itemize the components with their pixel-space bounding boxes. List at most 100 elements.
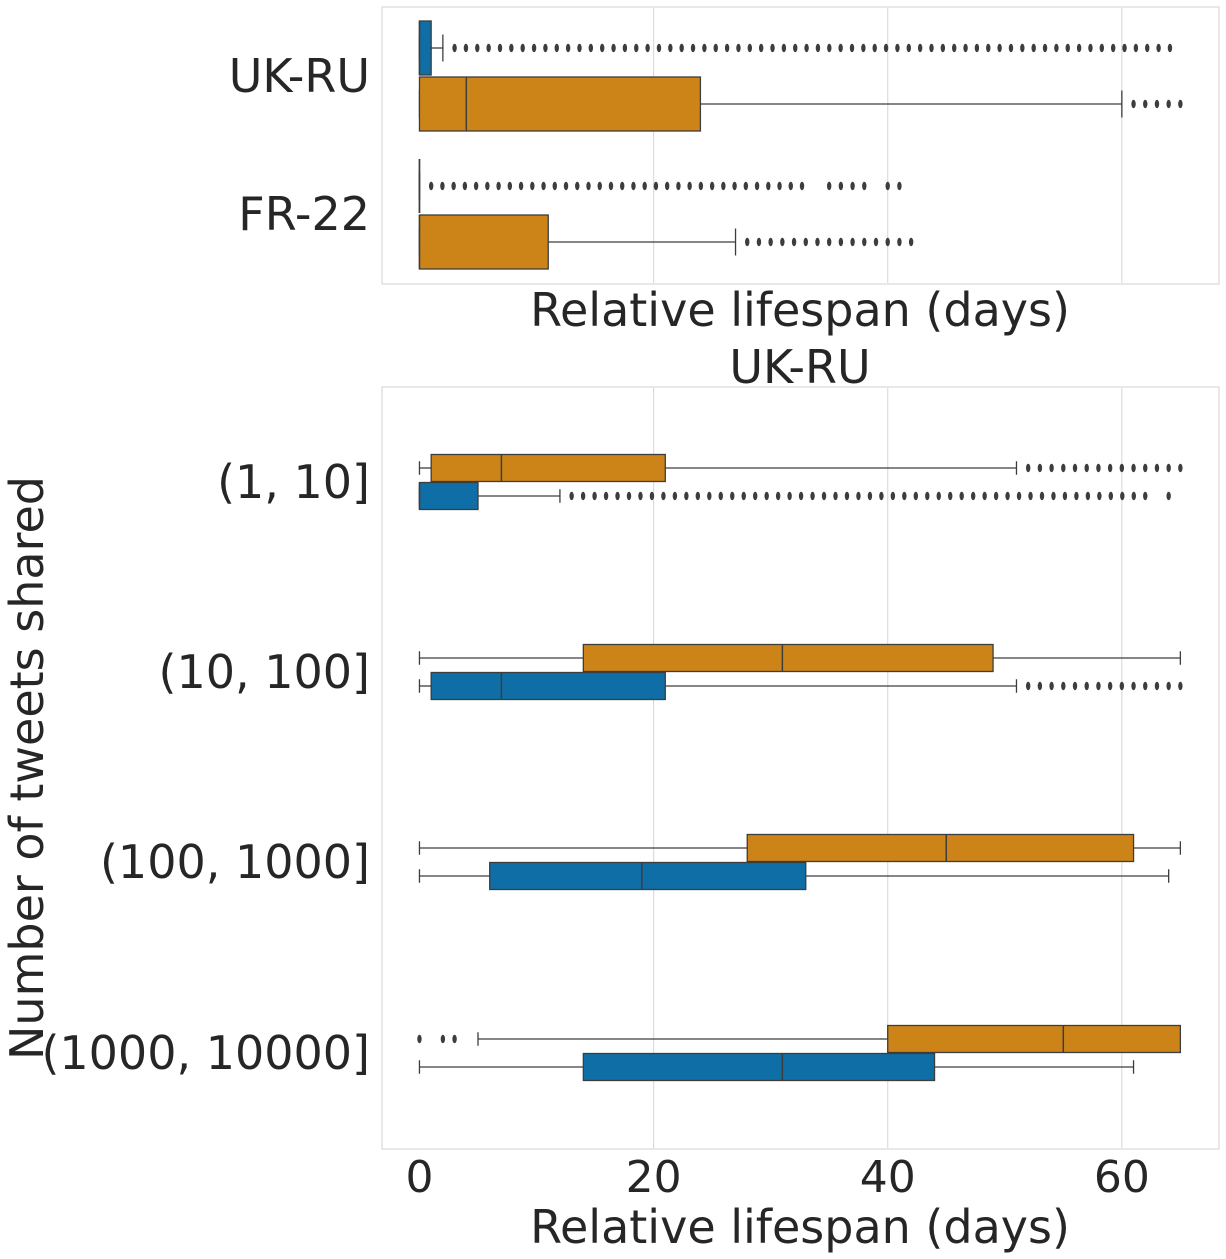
outlier-fr-22-upper-29: [754, 181, 760, 191]
outlier-fr-22-upper-0: [428, 181, 434, 191]
box-fr-22-lower: [418, 214, 549, 270]
outlier-1-10-lower-20: [798, 491, 804, 501]
outlier-uk-ru-upper-22: [702, 43, 707, 53]
outlier-fr-22-upper-11: [552, 181, 557, 191]
outlier-1-10-upper-7: [1107, 463, 1113, 473]
outlier-uk-ru-upper-11: [577, 43, 582, 53]
outlier-fr-22-upper-25: [709, 181, 715, 191]
outlier-fr-22-upper-39: [897, 181, 902, 191]
outlier-1-10-lower-28: [890, 491, 896, 501]
box-group-1-10-lower: [418, 481, 1171, 511]
outlier-1-10-lower-45: [1085, 491, 1091, 501]
outlier-1-10-upper-8: [1119, 463, 1125, 473]
outlier-uk-ru-upper-57: [1099, 43, 1105, 53]
box-10-100-lower: [430, 671, 666, 701]
outlier-1-10-lower-8: [661, 491, 666, 501]
outlier-1-10-lower-46: [1097, 491, 1102, 501]
outlier-10-100-lower-8: [1119, 681, 1125, 691]
x-tick-label-0: 0: [405, 1152, 433, 1203]
x-tick-label-60: 60: [1094, 1152, 1150, 1203]
outlier-fr-22-upper-15: [597, 181, 602, 191]
outlier-uk-ru-upper-19: [668, 43, 673, 53]
outlier-1000-10000-upper-2: [452, 1034, 457, 1044]
outlier-1-10-lower-25: [856, 491, 861, 501]
top-panel: UK-RU FR-22 Relative lifespan (days): [229, 6, 1220, 337]
outlier-10-100-lower-1: [1037, 681, 1043, 691]
outlier-uk-ru-upper-47: [986, 43, 991, 53]
outlier-fr-22-upper-30: [766, 181, 771, 191]
category-label-fr-22: FR-22: [238, 187, 370, 241]
outlier-uk-ru-upper-55: [1076, 43, 1082, 53]
top-x-axis-label: Relative lifespan (days): [530, 283, 1070, 337]
outlier-1-10-lower-15: [741, 491, 746, 501]
outlier-uk-ru-upper-28: [770, 43, 775, 53]
outlier-fr-22-lower-4: [791, 237, 797, 247]
outlier-1-10-upper-2: [1049, 463, 1054, 473]
outlier-fr-22-lower-3: [780, 237, 785, 247]
outlier-fr-22-upper-31: [777, 181, 782, 191]
bottom-boxes: [417, 453, 1183, 1082]
outlier-1-10-lower-29: [902, 491, 907, 501]
box-1000-10000-upper: [887, 1024, 1182, 1054]
outlier-uk-ru-upper-56: [1088, 43, 1093, 53]
outlier-1-10-lower-7: [649, 491, 655, 501]
outlier-1-10-lower-21: [810, 491, 815, 501]
outlier-uk-ru-upper-15: [622, 43, 628, 53]
outlier-1-10-lower-43: [1062, 491, 1068, 501]
outlier-fr-22-upper-32: [788, 181, 793, 191]
outlier-1-10-lower-44: [1074, 491, 1079, 501]
outlier-uk-ru-upper-35: [849, 43, 855, 53]
outlier-fr-22-upper-10: [541, 181, 546, 191]
outlier-1-10-lower-23: [833, 491, 838, 501]
outlier-uk-ru-upper-17: [645, 43, 650, 53]
outlier-uk-ru-upper-14: [611, 43, 616, 53]
outlier-uk-ru-upper-10: [565, 43, 571, 53]
box-group-1000-10000-lower: [418, 1052, 1135, 1082]
outlier-10-100-lower-11: [1154, 681, 1160, 691]
outlier-1-10-upper-9: [1131, 463, 1136, 473]
outlier-fr-22-lower-8: [838, 237, 844, 247]
outlier-1-10-lower-27: [879, 491, 884, 501]
box-group-uk-ru-upper: [418, 20, 1173, 76]
outlier-uk-ru-lower-3: [1166, 99, 1171, 109]
outlier-1-10-upper-13: [1178, 463, 1183, 473]
outlier-fr-22-upper-16: [608, 181, 614, 191]
outlier-uk-ru-upper-52: [1042, 43, 1048, 53]
outlier-uk-ru-lower-0: [1131, 99, 1136, 109]
box-100-1000-lower: [489, 861, 807, 891]
outlier-uk-ru-upper-58: [1110, 43, 1116, 53]
outlier-10-100-lower-12: [1166, 681, 1171, 691]
box-group-fr-22-upper: [418, 159, 902, 213]
outlier-1-10-lower-48: [1120, 491, 1125, 501]
outlier-uk-ru-upper-32: [815, 43, 821, 53]
outlier-1-10-lower-42: [1051, 491, 1056, 501]
outlier-fr-22-lower-10: [862, 237, 867, 247]
outlier-uk-ru-upper-46: [974, 43, 980, 53]
outlier-1-10-lower-32: [936, 491, 941, 501]
outlier-fr-22-upper-5: [485, 181, 490, 191]
outlier-1-10-lower-34: [959, 491, 964, 501]
outlier-1-10-lower-2: [592, 491, 597, 501]
outlier-fr-22-upper-12: [563, 181, 569, 191]
outlier-1-10-lower-17: [764, 491, 769, 501]
top-gridlines: [652, 8, 1123, 283]
outlier-1-10-lower-35: [970, 491, 976, 501]
outlier-uk-ru-upper-42: [929, 43, 934, 53]
outlier-1-10-lower-4: [615, 491, 620, 501]
box-1-10-lower: [418, 481, 479, 511]
outlier-1-10-lower-26: [867, 491, 873, 501]
outlier-1-10-lower-16: [752, 491, 758, 501]
outlier-uk-ru-upper-45: [963, 43, 968, 53]
outlier-fr-22-lower-12: [885, 237, 890, 247]
outlier-1-10-lower-11: [695, 491, 701, 501]
outlier-fr-22-upper-18: [631, 181, 636, 191]
outlier-fr-22-upper-21: [664, 181, 670, 191]
outlier-1-10-lower-49: [1131, 491, 1136, 501]
bottom-gridlines: [652, 388, 1123, 1148]
outlier-uk-ru-upper-21: [690, 43, 696, 53]
outlier-uk-ru-upper-23: [713, 43, 718, 53]
outlier-1-10-lower-30: [913, 491, 919, 501]
outlier-1-10-lower-13: [718, 491, 723, 501]
bottom-x-tick-labels: 0 20 40 60: [405, 1152, 1149, 1203]
